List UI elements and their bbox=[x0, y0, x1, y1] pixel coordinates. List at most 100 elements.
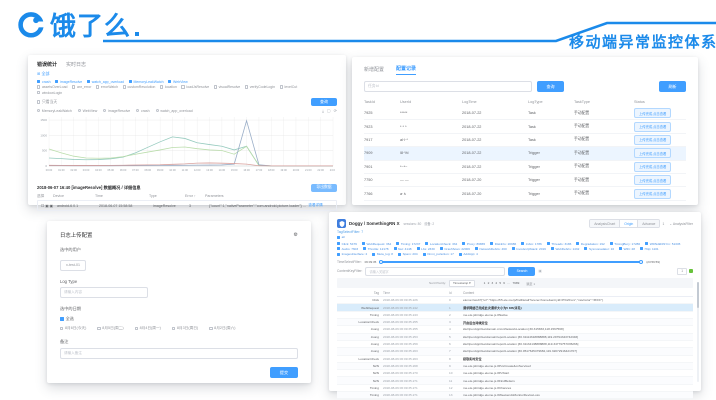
task-search-input[interactable]: 任务Id bbox=[364, 81, 532, 92]
date-checkbox-item[interactable]: 8月6日(今天) bbox=[60, 326, 86, 331]
tag-checkbox-item[interactable]: WebDebris: 1432 bbox=[550, 247, 579, 251]
segment-button[interactable]: AnalysisChart bbox=[590, 220, 621, 227]
log-table-row[interactable]: LocationCheck 2018-08-06 06:09:35.263 8 … bbox=[337, 356, 693, 363]
tag-checkbox-item[interactable]: Jsbm: 1786 bbox=[521, 242, 542, 246]
tag-checkbox-item[interactable]: Spam: 204 bbox=[397, 252, 418, 256]
date-checkbox-item[interactable]: 8月3日(周日) bbox=[171, 326, 198, 331]
query-button[interactable]: 查询 bbox=[311, 98, 337, 106]
tag-checkbox-item[interactable]: Sysmonadator: 16 bbox=[584, 247, 614, 251]
filter-checkbox-item[interactable]: imageResolve bbox=[55, 80, 82, 84]
filter-checkbox-item[interactable]: customResolution bbox=[122, 85, 155, 89]
filter-checkbox-item[interactable]: location bbox=[159, 85, 177, 89]
log-table-row[interactable]: LocationCheck 2018-08-06 06:09:35.255 3 … bbox=[337, 319, 693, 327]
log-table-row[interactable]: Timing 2018-08-06 06:09:35.243 2 me.ele.… bbox=[337, 312, 693, 320]
date-checkbox-item[interactable]: 8月4日(周一) bbox=[134, 326, 161, 331]
log-table-row[interactable]: Timing 2018-08-06 06:09:35.271 12 me.ele… bbox=[337, 385, 693, 392]
row-action-icons[interactable]: ☐ ▣ ▣ bbox=[41, 203, 54, 208]
tag-checkbox-item[interactable]: Timing: 17237 bbox=[396, 242, 420, 246]
filter-checkbox-item[interactable]: crash bbox=[37, 80, 51, 84]
only-today-checkbox[interactable] bbox=[37, 100, 41, 104]
time-range-slider[interactable] bbox=[379, 259, 644, 264]
tag-checkbox-item[interactable]: WiFi: 28 bbox=[619, 247, 635, 251]
tab-error-stats[interactable]: 错误统计 bbox=[37, 62, 58, 68]
filter-checkbox-item[interactable]: visualResolve bbox=[213, 85, 240, 89]
tag-checkbox-item[interactable]: ImagesInterface: 2 bbox=[337, 252, 367, 256]
filter-checkbox-item[interactable]: windowLogin bbox=[37, 91, 62, 95]
tag-checkbox-item[interactable]: Lbs: 2330 bbox=[416, 247, 435, 251]
download-icon[interactable]: ⤓ bbox=[322, 108, 324, 113]
task-query-button[interactable]: 查询 bbox=[537, 81, 564, 92]
search-button[interactable]: Search bbox=[508, 266, 536, 276]
page-number[interactable]: 1 bbox=[483, 281, 486, 285]
status-badge[interactable]: 上传完成,点击查看 bbox=[634, 148, 672, 159]
tag-checkbox-item[interactable]: WebRequest: 364 bbox=[361, 242, 391, 246]
filter-checkbox-item[interactable]: WebView bbox=[168, 80, 188, 84]
task-refresh-button[interactable]: 刷新 bbox=[659, 81, 686, 92]
tag-checkbox-item[interactable]: LocationCheck: 334 bbox=[425, 242, 457, 246]
status-badge[interactable]: 上传完成,点击查看 bbox=[634, 175, 672, 186]
tag-checkbox-item[interactable]: Degradation: 192 bbox=[576, 242, 605, 246]
log-table-row[interactable]: Jsong 2018-08-06 06:09:35.253 5 ideOpenA… bbox=[337, 333, 693, 341]
filter-checkbox-item[interactable]: errorWatch bbox=[95, 85, 118, 89]
content-key-input[interactable]: 请输入关键字 bbox=[365, 266, 506, 276]
filter-checkbox-item[interactable]: levelCut bbox=[279, 85, 297, 89]
tag-checkbox-item[interactable]: Audio: 7603 bbox=[337, 247, 358, 251]
page-number[interactable]: 5 bbox=[499, 281, 502, 285]
tag-checkbox-item[interactable]: Threads: 3186 bbox=[546, 242, 571, 246]
refresh-icon[interactable]: ⟳ bbox=[333, 108, 337, 113]
scrollbar[interactable] bbox=[696, 282, 699, 382]
all-filter-link[interactable]: ⊞ 全部 bbox=[37, 71, 50, 76]
tag-checkbox-item[interactable]: AddApp: 4 bbox=[458, 252, 478, 256]
slider-handle-left[interactable] bbox=[379, 259, 384, 264]
log-table-row[interactable]: Jsong 2018-08-06 06:09:35.259 6 ideOpenA… bbox=[337, 341, 693, 349]
status-badge[interactable]: 上传完成,点击查看 bbox=[634, 121, 672, 132]
slider-handle-right[interactable] bbox=[639, 259, 644, 264]
status-badge[interactable]: 上传完成,点击查看 bbox=[634, 188, 672, 199]
fullscreen-icon[interactable]: ▢ bbox=[326, 108, 331, 113]
tag-checkbox-item[interactable]: Omni_pv/action: 17 bbox=[422, 252, 454, 256]
page-number[interactable]: 6 bbox=[503, 281, 505, 285]
filter-checkbox-item[interactable]: MemoryLeakWatch bbox=[128, 80, 164, 84]
tag-checkbox-item[interactable]: Meta_log: 8 bbox=[372, 252, 393, 256]
sort-select[interactable]: Timestamp ▾ bbox=[449, 279, 475, 287]
filter-checkbox-item[interactable]: loadJsResolve bbox=[181, 85, 209, 89]
all-tag-checkbox[interactable]: all bbox=[337, 235, 345, 239]
status-badge[interactable]: 上传完成,点击查看 bbox=[634, 161, 672, 172]
tag-checkbox-item[interactable]: CrashScan: 22006 bbox=[439, 247, 470, 251]
page-number[interactable]: … bbox=[507, 281, 511, 285]
submit-button[interactable]: 提交 bbox=[270, 367, 298, 378]
tag-checkbox-item[interactable]: Net: 4148 bbox=[393, 247, 412, 251]
status-badge[interactable]: 上传完成,点击查看 bbox=[634, 134, 672, 145]
analysis-filter-link[interactable]: ⌄ AnalysisFilter bbox=[669, 221, 693, 226]
selected-user-chip[interactable]: x-test-01 bbox=[60, 259, 86, 271]
tag-checkbox-item[interactable]: NetworkDebris: 460 bbox=[474, 247, 507, 251]
detail-link[interactable]: 查看详情 bbox=[308, 203, 323, 207]
log-table-row[interactable]: N2N 2018-08-06 06:09:35.271 11 me.ele.js… bbox=[337, 377, 693, 385]
log-table-row[interactable]: Click 2018-08-06 06:09:35.226 0 eleme://… bbox=[337, 297, 693, 305]
page-number[interactable]: 2 bbox=[487, 281, 490, 285]
log-table-row[interactable]: N2N 2018-08-06 06:09:35.270 10 me.ele.js… bbox=[337, 370, 693, 378]
series-radio[interactable]: MemoryLeakWatch bbox=[37, 109, 72, 113]
segment-button[interactable]: Origin bbox=[620, 220, 639, 227]
log-table-row[interactable]: Jsong 2018-08-06 06:09:35.263 7 ideOpenA… bbox=[337, 348, 693, 356]
filter-checkbox-item[interactable]: verifyCodeLogin bbox=[244, 85, 275, 89]
log-table-row[interactable]: Jsong 2018-08-06 06:09:35.255 4 ideOpenA… bbox=[337, 326, 693, 334]
log-table-row[interactable]: WebRequest 2018-08-06 06:09:35.242 1 请求网… bbox=[337, 304, 693, 312]
jump-to-page[interactable]: 跳至 1 bbox=[526, 281, 536, 286]
series-radio[interactable]: crash bbox=[136, 109, 150, 113]
export-button[interactable]: 导出数据 bbox=[311, 183, 337, 192]
copy-icon[interactable]: ▣ bbox=[538, 269, 542, 274]
tag-checkbox-item[interactable]: InvodeUpStack: 2019 bbox=[511, 247, 546, 251]
page-number[interactable]: 3 bbox=[491, 281, 494, 285]
tag-checkbox-item[interactable]: TimingBury: 17286 bbox=[609, 242, 640, 246]
tag-checkbox-item[interactable]: DiskInfo: 20986 bbox=[490, 242, 516, 246]
select-all-checkbox[interactable] bbox=[60, 317, 64, 321]
tag-checkbox-item[interactable]: WDNdkDiSYm: 51345 bbox=[645, 242, 680, 246]
status-badge[interactable]: 上传完成,点击查看 bbox=[634, 108, 672, 119]
series-radio[interactable]: WebView bbox=[77, 109, 97, 113]
page-number[interactable]: 7989 bbox=[512, 281, 520, 285]
series-radio[interactable]: watch_app_overload bbox=[155, 109, 193, 113]
filter-checkbox-item[interactable]: assetsOverLoad bbox=[37, 85, 67, 89]
log-table-row[interactable]: N2N 2018-08-06 06:09:35.268 9 me.ele.jsb… bbox=[337, 362, 693, 371]
segment-button[interactable]: Advance bbox=[638, 220, 660, 227]
